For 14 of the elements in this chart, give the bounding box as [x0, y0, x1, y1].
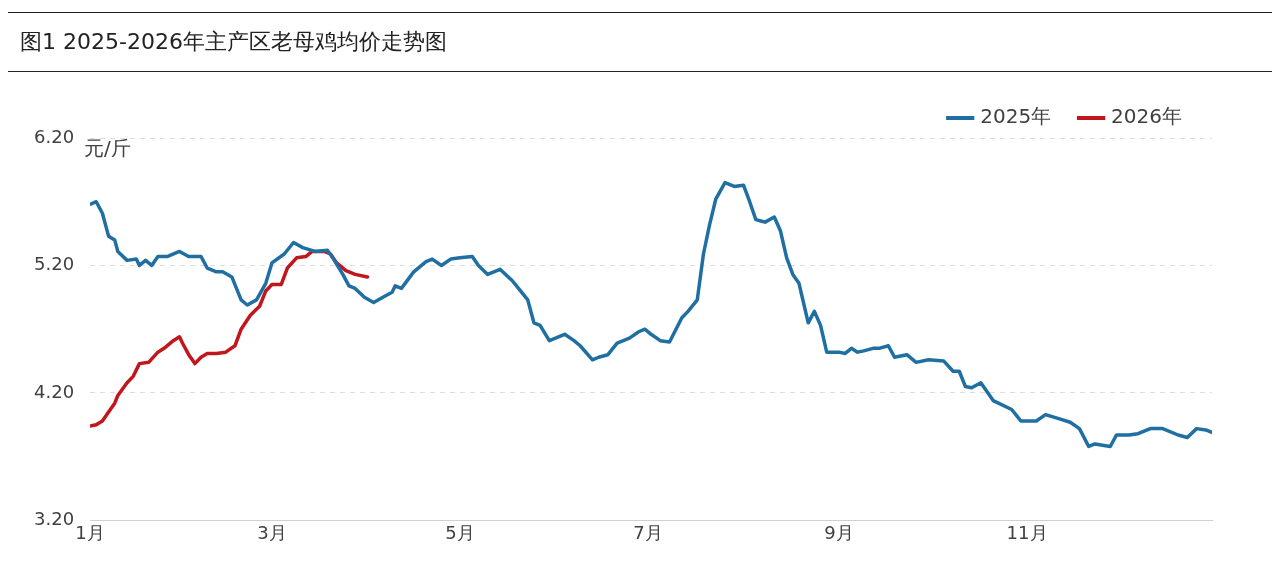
x-tick-label: 3月 [257, 521, 287, 543]
x-tick-label: 9月 [824, 521, 854, 543]
x-tick-label: 11月 [1006, 521, 1048, 543]
y-tick-label: 6.20 [34, 125, 75, 147]
y-tick-label: 4.20 [34, 380, 75, 402]
x-tick-label: 1月 [75, 521, 105, 543]
x-tick-label: 7月 [633, 521, 663, 543]
chart-title: 图1 2025-2026年主产区老母鸡均价走势图 [8, 12, 1272, 72]
y-tick-label: 5.20 [34, 253, 75, 275]
y-axis-title: 元/斤 [84, 136, 131, 161]
legend-label: 2025年 [980, 104, 1052, 129]
y-tick-label: 3.20 [34, 508, 75, 530]
legend-label: 2026年 [1111, 104, 1183, 129]
x-tick-label: 5月 [445, 521, 475, 543]
